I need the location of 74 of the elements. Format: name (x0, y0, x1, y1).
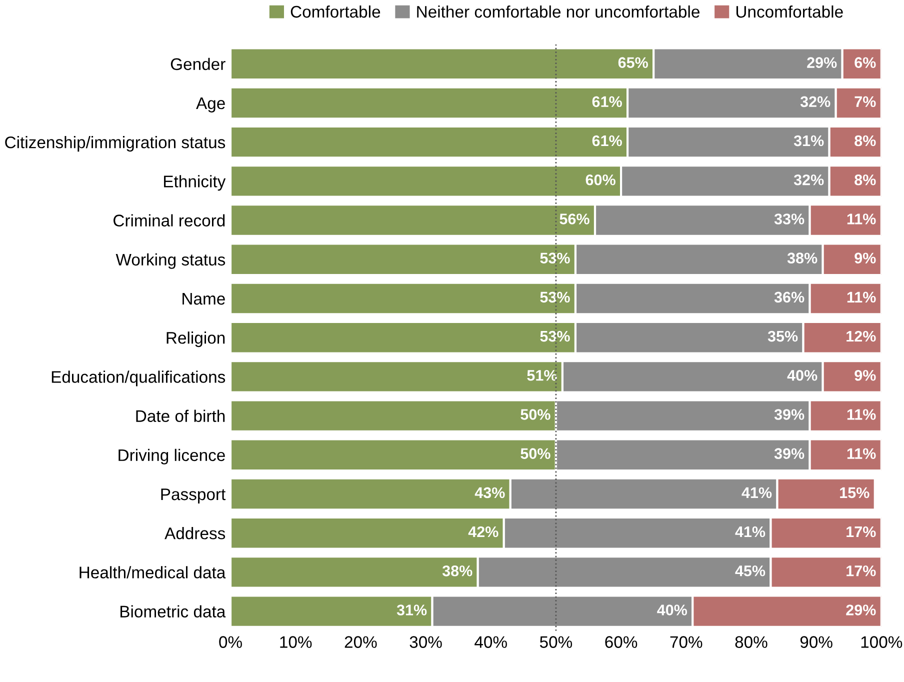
data-label: 53% (540, 330, 570, 342)
data-label: 45% (735, 566, 766, 576)
y-tick-label: Biometric data (120, 605, 226, 618)
x-tick-label: 80% (735, 636, 768, 648)
x-tick-label: 90% (800, 636, 832, 648)
data-label: 11% (847, 448, 876, 459)
data-label: 65% (618, 57, 648, 68)
data-label: 61% (592, 135, 622, 146)
data-label: 50% (520, 448, 550, 459)
data-label: 38% (442, 565, 472, 576)
y-tick-label: Passport (161, 488, 226, 504)
data-label: 32% (794, 174, 824, 186)
data-label: 51% (527, 370, 557, 381)
data-label: 31% (794, 135, 824, 146)
legend-label: Uncomfortable (736, 5, 843, 18)
data-label: 41% (735, 526, 766, 538)
data-label: 12% (846, 330, 876, 342)
data-label: 39% (774, 409, 804, 420)
data-label: 50% (520, 409, 550, 420)
x-tick-label: 60% (605, 636, 638, 648)
data-label: 41% (742, 487, 772, 498)
data-label: 8% (854, 174, 876, 186)
y-tick-label: Citizenship/immigration status (5, 136, 226, 152)
data-label: 35% (768, 330, 798, 342)
data-label: 43% (474, 487, 505, 498)
y-tick-label: Working status (116, 253, 226, 269)
legend-label: Neither comfortable nor uncomfortable (417, 5, 700, 18)
data-label: 40% (657, 604, 688, 616)
y-tick-label: Date of birth (136, 410, 225, 422)
data-label: 60% (586, 174, 616, 186)
x-tick-label: 10% (280, 636, 312, 648)
data-label: 7% (854, 96, 876, 108)
x-tick-label: 100% (861, 636, 902, 648)
x-tick-label: 30% (410, 636, 442, 648)
data-label: 11% (847, 409, 876, 420)
data-label: 17% (846, 526, 876, 538)
y-tick-label: Name (182, 293, 225, 305)
y-tick-label: Driving licence (118, 448, 225, 464)
data-label: 53% (540, 252, 570, 264)
data-label: 29% (807, 57, 837, 68)
data-label: 6% (854, 57, 876, 68)
data-label: 56% (560, 214, 590, 224)
data-label: 61% (592, 96, 622, 108)
data-label: 29% (846, 604, 876, 616)
data-label: 11% (847, 292, 876, 303)
data-label: 42% (468, 526, 498, 538)
data-label: 9% (854, 370, 876, 381)
y-tick-label: Health/medical data (80, 566, 226, 578)
x-tick-label: 40% (474, 636, 507, 648)
y-tick-label: Age (196, 98, 225, 112)
data-label: 11% (847, 214, 876, 224)
data-label: 8% (854, 135, 876, 146)
data-label: 31% (396, 604, 427, 616)
y-tick-label: Ethnicity (164, 175, 226, 191)
data-label: 9% (854, 252, 876, 264)
x-tick-label: 0% (219, 636, 242, 648)
data-label: 39% (774, 448, 804, 460)
data-label: 32% (800, 96, 830, 108)
data-label: 17% (846, 566, 876, 576)
data-label: 40% (787, 370, 818, 381)
legend-label: Comfortable (290, 5, 380, 18)
y-tick-label: Address (164, 527, 226, 540)
data-label: 15% (840, 487, 870, 498)
x-tick-label: 50% (540, 636, 572, 648)
y-tick-label: Gender (170, 58, 226, 70)
y-tick-label: Criminal record (114, 214, 225, 226)
y-tick-label: Education/qualifications (52, 370, 226, 386)
data-label: 36% (774, 292, 804, 303)
data-label: 38% (787, 252, 818, 264)
data-label: 53% (540, 292, 570, 303)
x-tick-label: 20% (344, 636, 377, 648)
x-tick-label: 70% (670, 636, 702, 648)
y-tick-label: Religion (166, 332, 225, 348)
data-label: 33% (774, 214, 804, 224)
